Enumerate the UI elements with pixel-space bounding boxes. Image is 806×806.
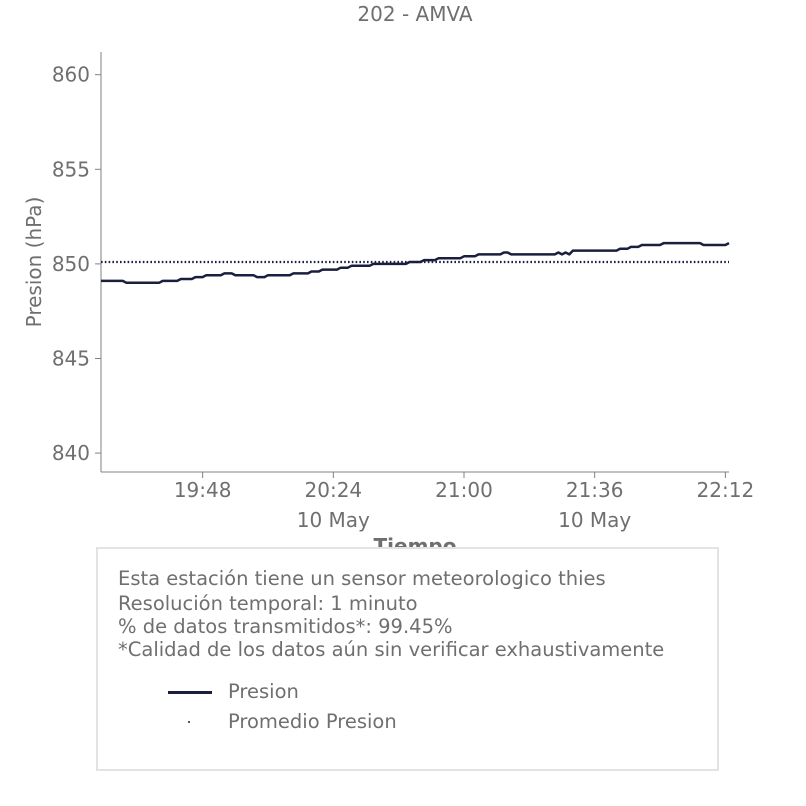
x-tick-label: 22:12	[697, 478, 755, 502]
x-tick-label: 21:36	[566, 478, 624, 502]
x-tick-label: 21:00	[435, 478, 493, 502]
x-tick-label: 19:48	[174, 478, 232, 502]
y-tick-label: 845	[52, 346, 90, 370]
data-transmitted-percent: % de datos transmitidos*: 99.45%	[118, 615, 453, 638]
x-axis-label: Tiempo	[374, 534, 457, 550]
data-quality-note: *Calidad de los datos aún sin verificar …	[118, 638, 665, 661]
legend-line-swatch	[168, 691, 212, 694]
series-presion	[101, 241, 730, 285]
x-tick-label: 20:24	[305, 478, 363, 502]
temporal-resolution: Resolución temporal: 1 minuto	[118, 592, 418, 615]
legend-label-promedio: Promedio Presion	[228, 710, 397, 733]
pressure-chart: 202 - AMVA Presion (hPa) Tiempo 840 845 85…	[22, 2, 754, 550]
x-tick-date-label: 10 May	[297, 508, 370, 532]
y-tick-label: 850	[52, 252, 90, 276]
info-box: Esta estación tiene un sensor meteorolog…	[96, 547, 719, 771]
x-ticks: 19:48 20:24 10 May 21:00 21:36 10 May 22:12	[174, 472, 754, 532]
station-description: Esta estación tiene un sensor meteorolog…	[118, 567, 606, 590]
y-tick-label: 840	[52, 441, 90, 465]
x-tick-date-label: 10 May	[558, 508, 631, 532]
legend-dot-swatch	[188, 721, 190, 723]
y-axis-label: Presion (hPa)	[22, 197, 46, 328]
plot-area	[101, 241, 730, 285]
y-tick-label: 860	[52, 63, 90, 87]
y-tick-label: 855	[52, 157, 90, 181]
legend-label-presion: Presion	[228, 680, 299, 703]
y-ticks: 840 845 850 855 860	[52, 63, 101, 465]
chart-title: 202 - AMVA	[357, 2, 472, 26]
